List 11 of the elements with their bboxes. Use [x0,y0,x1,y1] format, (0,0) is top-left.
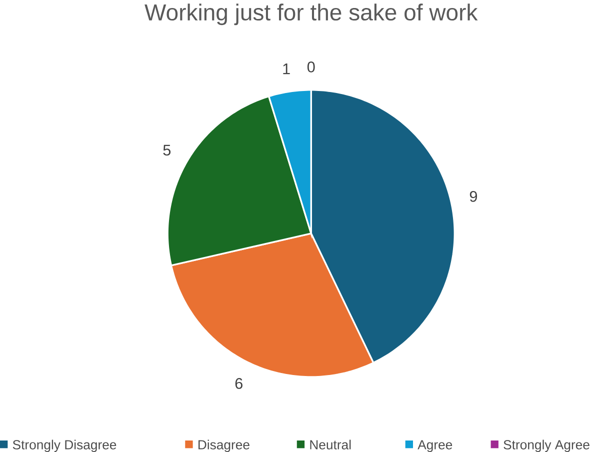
data-label: 6 [235,378,242,389]
legend-label: Agree [418,440,452,452]
data-label: 9 [470,190,477,202]
legend-label: Strongly Agree [504,440,590,452]
legend-label: Strongly Disagree [12,440,116,452]
chart-title: Working just for the sake of work [144,4,478,26]
data-label: 1 [283,64,290,74]
legend-label: Disagree [198,440,250,452]
text: 0 [307,62,315,72]
legend-label: Neutral [310,440,351,450]
data-label: 5 [163,144,171,156]
